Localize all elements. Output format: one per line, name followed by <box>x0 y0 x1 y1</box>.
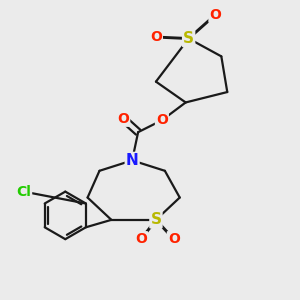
Text: O: O <box>150 30 162 44</box>
Text: O: O <box>117 112 129 126</box>
Text: S: S <box>150 212 161 227</box>
Text: O: O <box>209 8 221 22</box>
Text: O: O <box>156 113 168 127</box>
Text: O: O <box>168 232 180 246</box>
Text: Cl: Cl <box>16 184 31 199</box>
Text: N: N <box>126 153 139 168</box>
Text: S: S <box>183 31 194 46</box>
Text: O: O <box>135 232 147 246</box>
